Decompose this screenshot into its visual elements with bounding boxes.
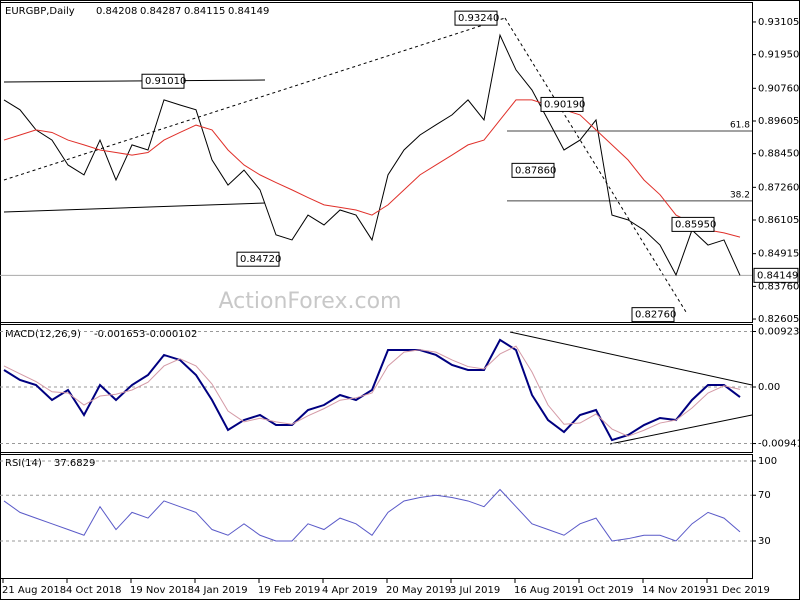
ohlc-open: 0.84208: [96, 6, 137, 17]
ohlc-low: 0.84115: [184, 6, 225, 17]
y-tick-label: 0.83760: [758, 281, 799, 292]
y-tick-label: 0.93105: [758, 17, 799, 28]
current-price-box: [753, 267, 799, 283]
level-label: 0.90190: [544, 99, 585, 110]
ohlc-close: 0.84149: [228, 6, 269, 17]
watermark: ActionForex.com: [219, 289, 402, 314]
x-tick-label: 14 Nov 2019: [642, 585, 706, 596]
level-label: 0.82760: [635, 310, 676, 321]
level-label: 0.91010: [145, 76, 186, 87]
level-label: 0.85950: [675, 219, 716, 230]
x-tick-label: 19 Feb 2019: [258, 585, 320, 596]
current-price-label: 0.84149: [757, 270, 798, 281]
rsi-title: RSI(14): [5, 458, 42, 469]
ohlc-high: 0.84287: [140, 6, 181, 17]
y-tick-label: 0.009237: [758, 327, 800, 338]
fib-label: 61.8: [730, 121, 750, 131]
level-box: [511, 162, 555, 178]
level-box: [671, 216, 715, 232]
fib-label: 38.2: [730, 190, 750, 200]
y-tick-label: 0.84915: [758, 249, 799, 260]
y-tick-label: 0.82605: [758, 314, 799, 325]
rsi-panel: [0, 454, 753, 579]
x-tick-label: 20 May 2019: [386, 585, 451, 596]
x-tick-label: 21 Aug 2018: [2, 585, 66, 596]
macd-value: -0.001653: [94, 329, 145, 340]
x-tick-label: 4 Jan 2019: [194, 585, 248, 596]
x-tick-label: 1 Oct 2019: [578, 585, 633, 596]
x-tick-label: 3 Jul 2019: [450, 585, 500, 596]
level-label: 0.87860: [515, 165, 556, 176]
series-line: [3, 488, 741, 542]
x-tick-label: 31 Dec 2019: [706, 585, 770, 596]
series-line: [3, 33, 741, 277]
macd-title: MACD(12,26,9): [5, 329, 81, 340]
x-tick-label: 16 Aug 2019: [514, 585, 578, 596]
support-line: [3, 202, 266, 213]
y-tick-label: 0.89605: [758, 116, 799, 127]
y-tick-label: 0.87260: [758, 182, 799, 193]
y-tick-label: 30: [758, 536, 771, 547]
series-line: [3, 338, 741, 442]
level-box: [631, 307, 675, 323]
level-box: [141, 73, 185, 89]
x-tick-label: 19 Nov 2018: [130, 585, 194, 596]
price-panel: [0, 2, 753, 323]
macd-trend-line: [609, 414, 753, 445]
y-tick-label: 0.00: [758, 382, 780, 393]
level-box: [454, 10, 498, 26]
y-tick-label: -0.009413: [758, 439, 800, 450]
macd-trend-line: [509, 331, 753, 386]
trend-line: [3, 17, 506, 181]
signal-value: -0.000102: [146, 329, 197, 340]
level-box: [236, 251, 280, 267]
series-line: [3, 99, 741, 238]
macd-panel: [0, 324, 753, 453]
y-tick-label: 100: [758, 456, 777, 467]
y-tick-label: 70: [758, 490, 771, 501]
x-tick-label: 4 Oct 2018: [66, 585, 121, 596]
y-tick-label: 0.86105: [758, 215, 799, 226]
level-label: 0.84720: [240, 254, 281, 265]
y-tick-label: 0.91950: [758, 50, 799, 61]
level-box: [540, 96, 584, 112]
series-line: [3, 345, 741, 437]
level-label: 0.93240: [458, 13, 499, 24]
rsi-value: 37.6829: [54, 458, 95, 469]
resistance-line: [3, 79, 266, 83]
y-tick-label: 0.88450: [758, 149, 799, 160]
x-tick-label: 4 Apr 2019: [322, 585, 377, 596]
y-tick-label: 0.90760: [758, 83, 799, 94]
symbol-title: EURGBP,Daily: [5, 6, 75, 17]
